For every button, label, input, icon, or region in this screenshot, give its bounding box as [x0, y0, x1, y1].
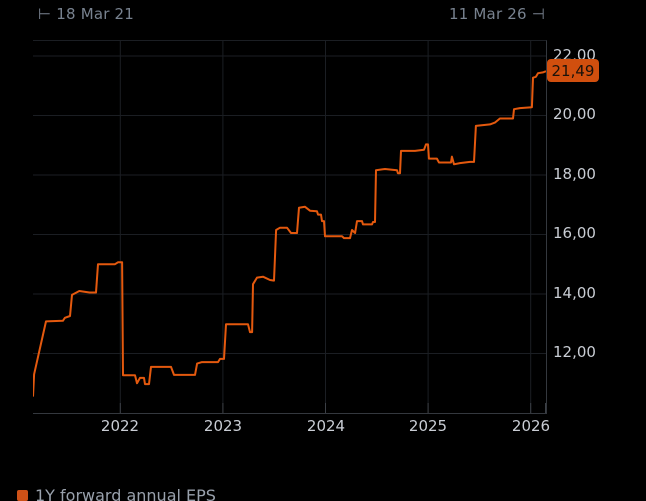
x-axis-label: 2025: [408, 417, 448, 435]
x-axis: 2022 2023 2024 2025 2026: [33, 417, 550, 437]
x-axis-label: 2023: [203, 417, 243, 435]
y-axis-label: 16,00: [553, 224, 596, 242]
last-price-value: 21,49: [551, 61, 595, 80]
x-axis-label: 2022: [100, 417, 140, 435]
y-axis-label: 20,00: [553, 105, 596, 123]
y-axis-label: 18,00: [553, 165, 596, 183]
legend-label: 1Y forward annual EPS: [35, 486, 216, 501]
legend-item-eps[interactable]: 1Y forward annual EPS: [17, 486, 216, 501]
eps-line-series: [33, 70, 546, 397]
chart-canvas[interactable]: [33, 41, 546, 413]
x-axis-label: 2024: [306, 417, 346, 435]
y-axis-label: 14,00: [553, 284, 596, 302]
last-price-tag: 21,49: [547, 59, 599, 82]
chart-plot-area[interactable]: [33, 40, 547, 414]
legend-swatch-icon: [17, 490, 28, 501]
y-axis: 22,00 20,00 18,00 16,00 14,00 12,00: [553, 40, 643, 412]
y-axis-label: 12,00: [553, 343, 596, 361]
range-start-label: ⊢ 18 Mar 21: [38, 5, 135, 23]
x-axis-label: 2026: [511, 417, 551, 435]
range-end-label: 11 Mar 26 ⊣: [448, 5, 545, 23]
